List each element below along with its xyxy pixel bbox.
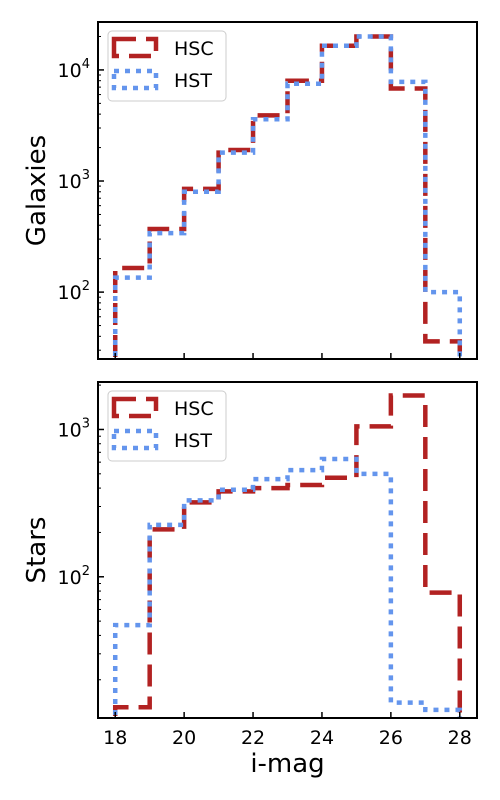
legend-label: HSC: [174, 38, 214, 60]
y-tick-exponent: 2: [82, 279, 90, 294]
y-tick-label: 103: [58, 416, 90, 441]
y-tick-label: 102: [58, 564, 90, 589]
series-hst-step: [112, 456, 463, 718]
y-tick-exponent: 3: [82, 168, 90, 183]
series-group: [112, 34, 463, 359]
x-tick-label: 20: [172, 727, 196, 749]
y-tick-base: 10: [58, 567, 82, 589]
legend-label: HST: [174, 430, 212, 452]
y-tick-exponent: 4: [82, 57, 90, 72]
legend: HSC HST: [107, 30, 227, 102]
legend-box: [107, 30, 227, 102]
x-tick-label: 26: [379, 727, 403, 749]
plot-frame: [97, 381, 478, 719]
y-tick-base: 10: [58, 171, 82, 193]
legend-box: [107, 390, 227, 462]
x-tick-label: 24: [310, 727, 334, 749]
x-tick-label: 28: [448, 727, 472, 749]
y-tick-base: 10: [58, 419, 82, 441]
legend-label: HST: [174, 70, 212, 92]
y-tick-exponent: 2: [82, 564, 90, 579]
x-tick-label: 22: [241, 727, 265, 749]
y-tick-label: 102: [58, 279, 90, 304]
legend-swatch-hsc: [111, 36, 159, 59]
y-axis-title: Stars: [22, 517, 52, 584]
plot-frame: [97, 21, 478, 360]
legend: HSC HST: [107, 390, 227, 462]
legend-swatch-hsc: [111, 396, 159, 419]
series-group: [112, 393, 463, 718]
y-tick-base: 10: [58, 60, 82, 82]
series-hsc-step: [112, 393, 463, 718]
legend-swatch-hst: [111, 68, 159, 91]
x-tick-label: 18: [103, 727, 127, 749]
legend-swatch-hst: [111, 428, 159, 451]
y-tick-label: 104: [58, 57, 90, 82]
x-axis-title: i-mag: [250, 749, 324, 779]
y-axis-title: Galaxies: [22, 135, 52, 246]
legend-label: HSC: [174, 398, 214, 420]
y-tick-base: 10: [58, 282, 82, 304]
y-tick-label: 103: [58, 168, 90, 193]
y-tick-exponent: 3: [82, 416, 90, 431]
